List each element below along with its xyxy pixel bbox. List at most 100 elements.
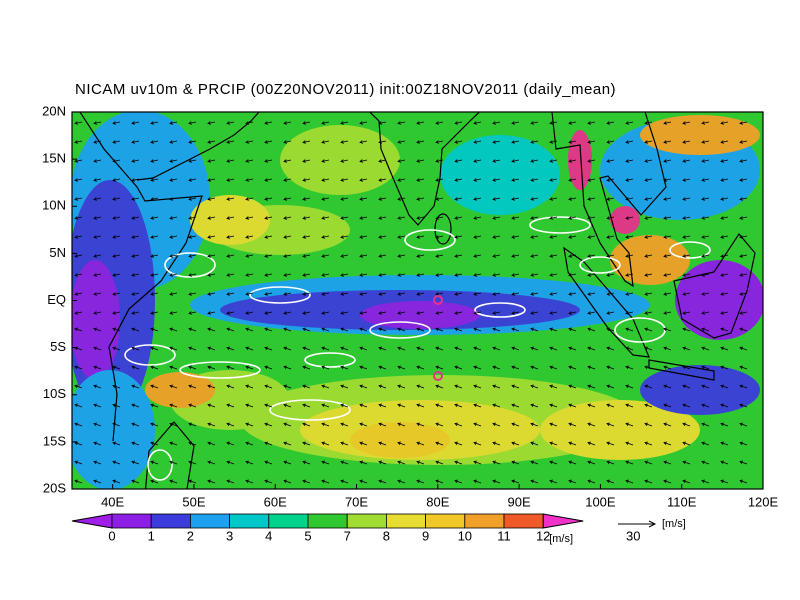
lon-label: 50E bbox=[182, 494, 205, 509]
wind-arrow bbox=[682, 460, 691, 465]
wind-arrow bbox=[302, 384, 311, 389]
wind-arrow bbox=[549, 292, 558, 296]
wind-arrow bbox=[283, 311, 292, 315]
wind-arrow bbox=[207, 441, 216, 446]
wind-arrow bbox=[378, 422, 387, 427]
wind-arrow bbox=[169, 460, 178, 465]
wind-arrow bbox=[188, 422, 197, 427]
wind-arrow bbox=[511, 346, 520, 351]
wind-arrow bbox=[359, 292, 368, 296]
wind-arrow bbox=[188, 365, 197, 370]
wind-arrow bbox=[340, 422, 349, 427]
wind-arrow bbox=[625, 254, 634, 258]
colorbar-unit: [m/s] bbox=[549, 533, 573, 545]
wind-arrow bbox=[169, 235, 178, 239]
wind-arrow bbox=[283, 292, 292, 296]
wind-arrow bbox=[720, 140, 729, 144]
wind-arrow bbox=[264, 403, 273, 408]
wind-arrow bbox=[739, 479, 748, 484]
wind-arrow bbox=[739, 273, 748, 277]
wind-arrow bbox=[492, 311, 501, 315]
wind-arrow bbox=[549, 273, 558, 277]
wind-arrow bbox=[378, 479, 387, 484]
wind-arrow bbox=[663, 365, 672, 370]
wind-arrow bbox=[207, 327, 216, 332]
wind-arrow bbox=[283, 197, 292, 201]
wind-arrow bbox=[93, 216, 102, 220]
wind-arrow bbox=[112, 422, 121, 427]
wind-arrow bbox=[112, 254, 121, 258]
wind-arrow bbox=[245, 292, 254, 296]
wind-arrow bbox=[625, 441, 634, 446]
wind-arrow bbox=[245, 216, 254, 220]
wind-arrow bbox=[473, 384, 482, 389]
wind-arrow bbox=[701, 178, 710, 182]
wind-arrow bbox=[644, 479, 653, 484]
colorbar-label: 11 bbox=[497, 528, 511, 543]
wind-arrow bbox=[416, 273, 425, 277]
wind-arrow bbox=[644, 346, 653, 351]
wind-arrow bbox=[701, 235, 710, 239]
marker bbox=[433, 371, 443, 381]
wind-arrow bbox=[492, 346, 501, 351]
wind-arrow bbox=[568, 384, 577, 389]
wind-arrow bbox=[397, 254, 406, 258]
wind-arrow bbox=[606, 384, 615, 389]
wind-arrow bbox=[169, 422, 178, 427]
lat-label: 10N bbox=[42, 198, 66, 213]
wind-arrow bbox=[150, 346, 159, 351]
wind-arrow bbox=[264, 235, 273, 239]
wind-arrow bbox=[226, 327, 235, 332]
wind-arrow bbox=[587, 235, 596, 239]
wind-arrow bbox=[739, 384, 748, 389]
wind-arrow bbox=[112, 159, 121, 163]
wind-arrow bbox=[454, 292, 463, 296]
wind-arrow bbox=[587, 422, 596, 427]
wind-arrow bbox=[530, 216, 539, 220]
wind-arrow bbox=[606, 216, 615, 220]
wind-arrow bbox=[226, 384, 235, 389]
wind-arrow bbox=[397, 365, 406, 370]
wind-arrow bbox=[682, 292, 691, 296]
wind-arrow bbox=[226, 441, 235, 446]
wind-arrow bbox=[568, 273, 577, 277]
wind-arrow bbox=[378, 346, 387, 351]
wind-arrow bbox=[473, 178, 482, 182]
wind-arrow bbox=[207, 254, 216, 258]
wind-arrow bbox=[454, 346, 463, 351]
wind-arrow bbox=[606, 159, 615, 163]
wind-arrow bbox=[131, 292, 140, 296]
wind-arrow bbox=[321, 479, 330, 484]
wind-arrow bbox=[549, 346, 558, 351]
wind-arrow bbox=[568, 197, 577, 201]
colorbar-box bbox=[385, 513, 426, 529]
wind-arrow bbox=[321, 235, 330, 239]
wind-arrow bbox=[720, 235, 729, 239]
wind-arrow bbox=[321, 346, 330, 351]
wind-arrow bbox=[150, 479, 159, 484]
wind-arrow bbox=[264, 292, 273, 296]
wind-arrow bbox=[625, 365, 634, 370]
wind-arrow bbox=[169, 292, 178, 296]
wind-arrow bbox=[74, 422, 83, 427]
colorbar-label: 12 bbox=[536, 528, 550, 543]
wind-arrow bbox=[416, 441, 425, 446]
wind-arrow bbox=[340, 159, 349, 163]
wind-arrow bbox=[112, 216, 121, 220]
wind-arrow bbox=[207, 422, 216, 427]
wind-arrow bbox=[188, 254, 197, 258]
wind-arrow bbox=[644, 460, 653, 465]
wind-arrow bbox=[473, 254, 482, 258]
wind-arrow bbox=[397, 273, 406, 277]
wind-arrow bbox=[131, 235, 140, 239]
wind-arrow bbox=[283, 121, 292, 125]
wind-arrow bbox=[264, 273, 273, 277]
wind-arrow bbox=[321, 159, 330, 163]
wind-arrow bbox=[302, 441, 311, 446]
wind-arrow bbox=[226, 311, 235, 315]
wind-arrow bbox=[625, 235, 634, 239]
wind-arrow bbox=[359, 178, 368, 182]
wind-arrow bbox=[226, 346, 235, 351]
map-title: NICAM uv10m & PRCIP (00Z20NOV2011) init:… bbox=[75, 81, 616, 98]
wind-arrow bbox=[74, 292, 83, 296]
